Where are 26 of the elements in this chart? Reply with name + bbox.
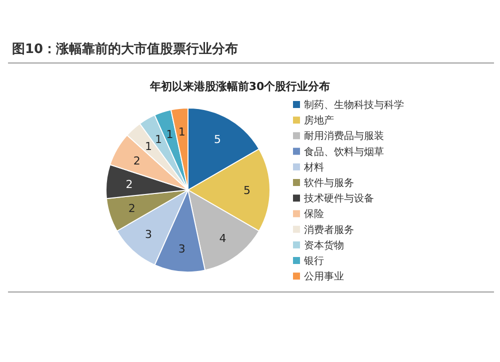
legend-label: 技术硬件与设备	[303, 192, 374, 205]
legend-label: 资本货物	[304, 239, 344, 252]
data-label: 3	[144, 228, 152, 241]
data-label: 2	[133, 154, 140, 168]
data-label: 4	[219, 232, 226, 245]
legend-label: 软件与服务	[304, 177, 354, 189]
data-label: 1	[144, 140, 152, 154]
legend-label: 房地产	[304, 114, 334, 127]
legend-label: 制药、生物科技与科学	[304, 99, 404, 111]
legend-label: 材料	[303, 161, 324, 174]
data-label: 1	[154, 132, 162, 146]
legend-label: 食品、饮料与烟草	[304, 146, 384, 158]
data-label: 5	[214, 132, 222, 146]
data-label: 3	[178, 242, 186, 256]
data-label: 1	[166, 128, 174, 141]
data-label: 2	[128, 202, 136, 216]
chart-title: 图10：涨幅靠前的大市值股票行业分布	[12, 41, 238, 57]
data-label: 5	[244, 184, 251, 197]
legend-label: 银行	[303, 256, 324, 267]
data-label: 1	[178, 125, 186, 138]
legend-label: 保险	[304, 208, 324, 220]
data-label: 2	[126, 178, 133, 191]
legend-label: 消费者服务	[304, 224, 354, 236]
legend-label: 耐用消费品与服装	[304, 130, 384, 142]
chart-subtitle: 年初以来港股涨幅前30个股行业分布	[148, 80, 330, 93]
legend-label: 公用事业	[304, 270, 344, 283]
